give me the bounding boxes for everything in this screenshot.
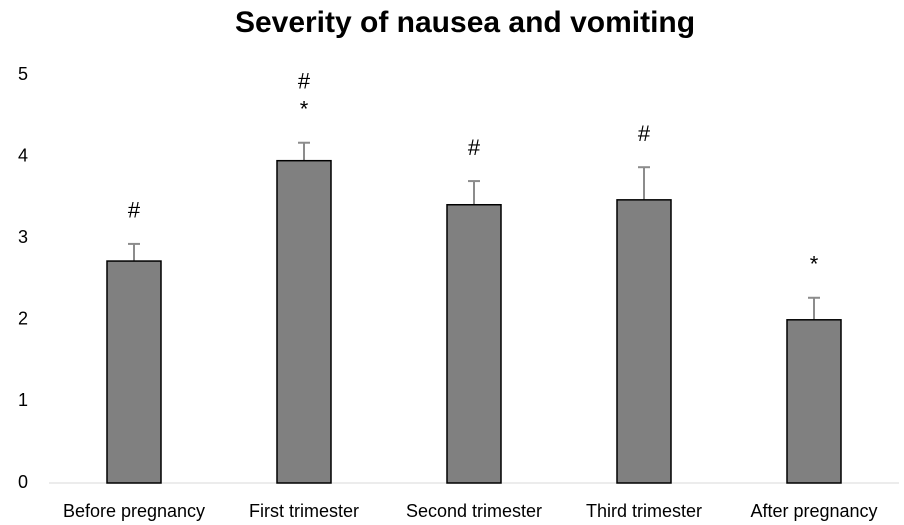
y-tick-label: 1	[18, 390, 28, 410]
y-tick-label: 5	[18, 64, 28, 84]
chart-title: Severity of nausea and vomiting	[235, 6, 695, 39]
annotation: #	[638, 121, 651, 146]
y-tick-label: 0	[18, 472, 28, 492]
x-tick-label: Before pregnancy	[63, 501, 205, 521]
x-tick-label: First trimester	[249, 501, 359, 521]
bar	[616, 199, 672, 484]
x-tick-label: Second trimester	[406, 501, 542, 521]
annotation: #	[128, 198, 141, 223]
annotation: *	[300, 97, 309, 122]
y-tick-label: 2	[18, 309, 28, 329]
x-tick-label: After pregnancy	[750, 501, 877, 521]
annotation: *	[810, 252, 819, 277]
annotation: #	[298, 69, 311, 94]
bar	[786, 319, 842, 484]
bar	[276, 159, 332, 484]
bar	[446, 203, 502, 484]
x-tick-label: Third trimester	[586, 501, 702, 521]
y-tick-label: 3	[18, 227, 28, 247]
bar	[106, 260, 162, 484]
y-tick-label: 4	[18, 145, 28, 165]
annotation: #	[468, 135, 481, 160]
